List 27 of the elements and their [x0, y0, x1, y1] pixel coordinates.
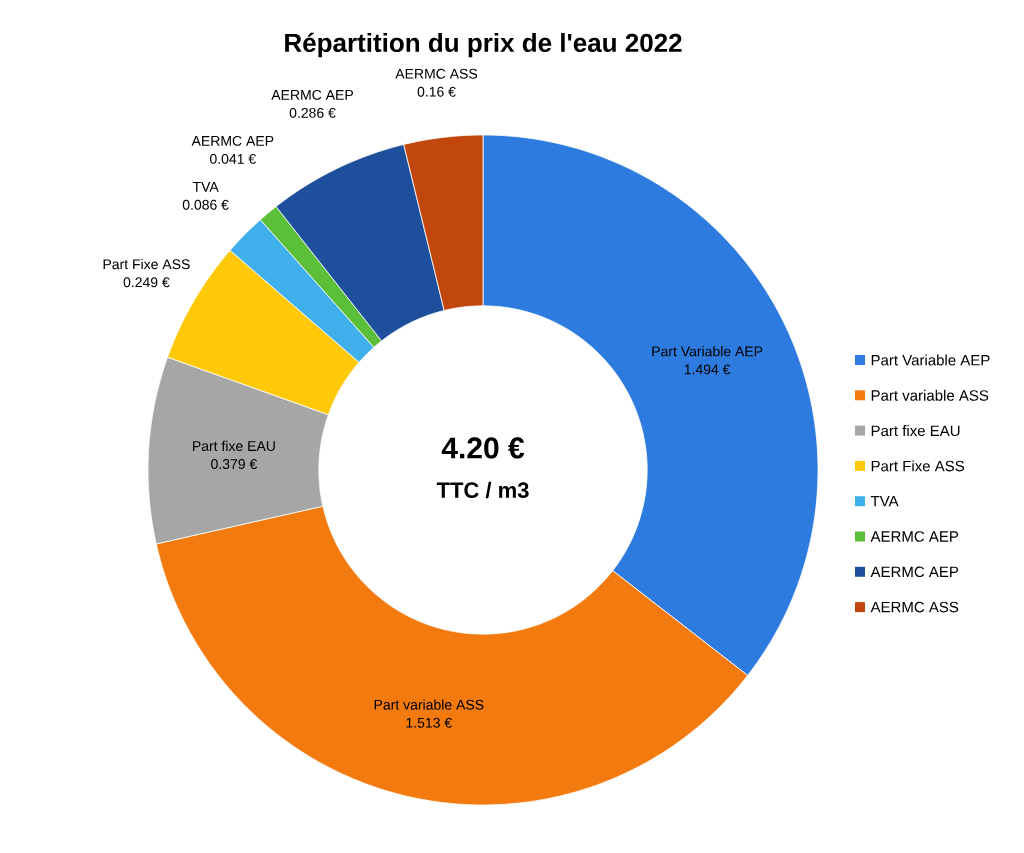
- legend-label: TVA: [870, 496, 899, 507]
- legend-label: AERMC ASS: [870, 601, 959, 613]
- data-label: 0.286 €: [289, 107, 336, 118]
- legend-label: Part Fixe ASS: [871, 460, 965, 472]
- slice-label: Part Variable AEP: [652, 346, 763, 357]
- slice-label: AERMC AEP: [191, 135, 274, 146]
- slice-label: AERMC AEP: [271, 89, 353, 100]
- slice-label: Part fixe EAU: [193, 440, 275, 452]
- data-label: 1.494 €: [684, 364, 731, 375]
- legend-label: AERMC AEP: [870, 531, 959, 542]
- data-label: 0.379 €: [211, 459, 258, 470]
- legend-label: AERMC AEP: [870, 566, 959, 578]
- slice-label: AERMC ASS: [395, 68, 478, 79]
- legend-label: Part Variable AEP: [871, 354, 990, 366]
- text: TTC / m3: [436, 481, 529, 499]
- slice-label: TVA: [192, 182, 219, 192]
- data-label: 0.086 €: [182, 199, 229, 210]
- data-label: 1.513 €: [406, 717, 452, 728]
- legend-label: Part variable ASS: [871, 389, 989, 401]
- text: 4.20 €: [441, 437, 525, 459]
- data-label: 0.16 €: [417, 86, 456, 97]
- data-label: 0.041 €: [210, 153, 256, 164]
- slice-label: Part variable ASS: [374, 699, 484, 710]
- chart-title: Répartition du prix de l'eau 2022: [285, 32, 682, 58]
- data-label: 0.249 €: [123, 277, 170, 288]
- slice-label: Part Fixe ASS: [103, 258, 190, 270]
- legend-label: Part fixe EAU: [871, 425, 960, 437]
